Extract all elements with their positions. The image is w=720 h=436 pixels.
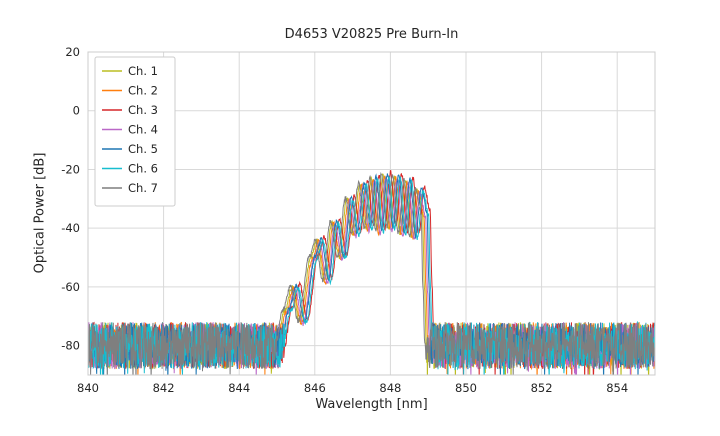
- y-tick-label: -20: [61, 162, 80, 176]
- y-tick-label: 0: [73, 104, 80, 118]
- legend-label: Ch. 6: [128, 162, 158, 176]
- chart-title: D4653 V20825 Pre Burn-In: [284, 27, 459, 42]
- plot-border: [87, 51, 656, 376]
- x-tick-label: 846: [304, 381, 326, 395]
- series-lines: [88, 169, 655, 375]
- legend-label: Ch. 3: [128, 103, 158, 117]
- x-tick-label: 852: [531, 381, 553, 395]
- x-tick-label: 854: [606, 381, 628, 395]
- y-tick-label: -40: [61, 221, 80, 235]
- legend-item: Ch. 7: [102, 181, 158, 195]
- legend-item: Ch. 5: [102, 142, 158, 156]
- legend-item: Ch. 3: [102, 103, 158, 117]
- legend-label: Ch. 2: [128, 84, 158, 98]
- x-tick-label: 844: [228, 381, 250, 395]
- legend-item: Ch. 4: [102, 123, 158, 137]
- x-tick-label: 848: [379, 381, 401, 395]
- x-tick-label: 850: [455, 381, 477, 395]
- x-axis-label: Wavelength [nm]: [315, 397, 428, 412]
- legend-label: Ch. 7: [128, 181, 158, 195]
- legend-label: Ch. 1: [128, 64, 158, 78]
- y-tick-label: 20: [65, 45, 80, 59]
- legend: Ch. 1 Ch. 2 Ch. 3 Ch. 4 Ch. 5 Ch. 6 Ch. 7: [94, 56, 176, 207]
- x-tick-label: 840: [77, 381, 99, 395]
- series-line-6: [88, 176, 655, 375]
- y-axis-label: Optical Power [dB]: [32, 152, 48, 274]
- legend-item: Ch. 6: [102, 162, 158, 176]
- legend-label: Ch. 4: [128, 123, 158, 137]
- y-tick-label: -80: [61, 339, 80, 353]
- series-line-7: [88, 171, 655, 375]
- x-tick-label: 842: [153, 381, 175, 395]
- tick-labels: 840 842 844 846 848 850 852 854 20 0 -20 -40 -60 -80: [61, 45, 628, 395]
- legend-label: Ch. 5: [128, 142, 158, 156]
- y-tick-label: -60: [61, 280, 80, 294]
- legend-item: Ch. 2: [102, 84, 158, 98]
- legend-item: Ch. 1: [102, 64, 158, 78]
